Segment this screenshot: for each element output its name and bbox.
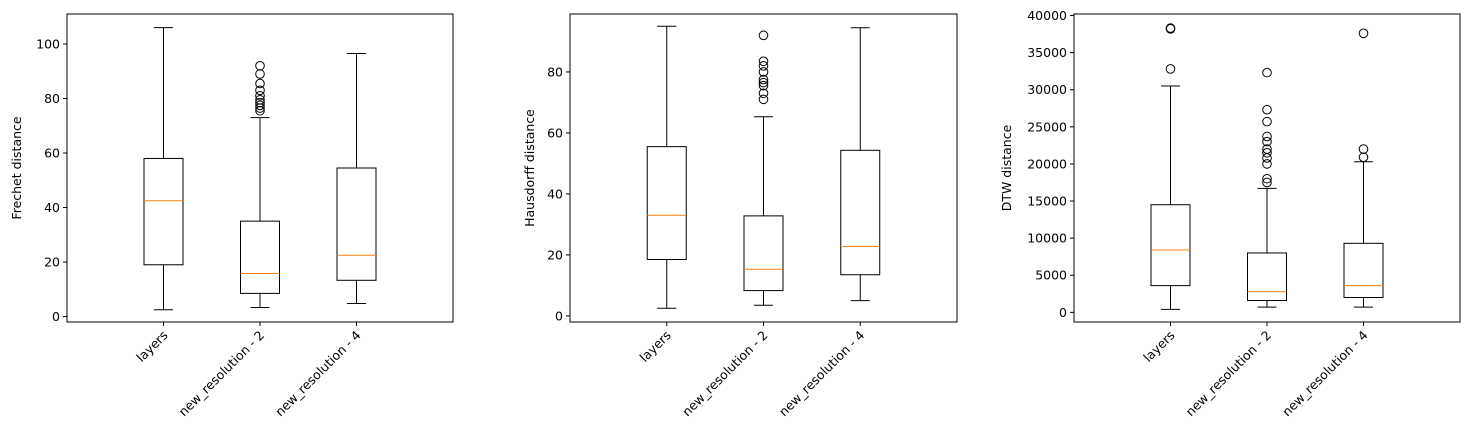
- outlier-point: [255, 69, 265, 79]
- outlier-point: [1358, 152, 1369, 163]
- y-tick-label: 35000: [1027, 45, 1067, 60]
- box-3: [840, 27, 881, 302]
- outlier-point: [1262, 104, 1272, 115]
- y-tick-label: 40000: [1027, 8, 1067, 23]
- outlier-point: [758, 61, 769, 71]
- y-tick-label: 80: [547, 64, 563, 79]
- y-tick-label: 100: [36, 36, 60, 51]
- y-axis-label: DTW distance: [999, 124, 1014, 211]
- box-iqr: [743, 215, 784, 292]
- outlier-point: [758, 94, 769, 105]
- y-tick-label: 20: [547, 247, 563, 262]
- outlier-point: [1262, 173, 1272, 184]
- box-1: [1150, 23, 1191, 310]
- outlier-point: [1262, 144, 1272, 154]
- x-tick-label: new_resolution - 2: [176, 328, 268, 420]
- x-tick-label: layers: [636, 328, 673, 365]
- box-2: [1247, 67, 1287, 308]
- outlier-point: [758, 67, 769, 77]
- outlier-point: [1262, 153, 1272, 163]
- box-iqr: [143, 157, 184, 266]
- outlier-point: [1262, 116, 1272, 127]
- outlier-point: [255, 85, 265, 96]
- outlier-point: [758, 80, 769, 91]
- outlier-point: [1262, 177, 1272, 188]
- y-tick-label: 25000: [1027, 119, 1067, 134]
- box-iqr: [240, 220, 280, 294]
- y-tick-label: 0: [555, 308, 563, 323]
- outlier-point: [758, 88, 769, 99]
- x-tick-label: new_resolution - 4: [776, 327, 868, 419]
- y-tick-label: 0: [52, 309, 60, 324]
- y-tick-label: 10000: [1027, 231, 1067, 246]
- x-tick-label: layers: [133, 328, 170, 365]
- outlier-point: [1262, 147, 1272, 158]
- box-2: [240, 60, 280, 309]
- outlier-point: [758, 77, 769, 88]
- x-tick-label: layers: [1140, 328, 1177, 365]
- x-tick-label: new_resolution - 4: [1279, 327, 1371, 419]
- box-iqr: [336, 167, 377, 281]
- y-tick-label: 20: [44, 255, 60, 270]
- y-tick-label: 40: [547, 186, 563, 201]
- box-iqr: [840, 149, 881, 276]
- outlier-point: [255, 97, 265, 108]
- outlier-point: [758, 56, 769, 67]
- y-tick-label: 60: [547, 125, 563, 140]
- outlier-point: [1358, 144, 1369, 154]
- outlier-point: [758, 74, 769, 85]
- x-tick-label: new_resolution - 2: [1183, 328, 1275, 420]
- outlier-point: [255, 78, 265, 89]
- outlier-point: [758, 30, 769, 41]
- outlier-point: [1358, 28, 1369, 39]
- y-axis-label: Hausdorff distance: [522, 109, 537, 227]
- outlier-point: [1165, 24, 1176, 34]
- box-iqr: [1343, 242, 1384, 299]
- outlier-point: [1165, 64, 1176, 74]
- x-tick-label: new_resolution - 2: [679, 328, 771, 420]
- y-tick-label: 0: [1059, 305, 1067, 320]
- box-2: [743, 30, 784, 306]
- outlier-point: [255, 90, 265, 101]
- y-tick-label: 5000: [1035, 268, 1067, 283]
- outlier-point: [1262, 131, 1272, 142]
- y-tick-label: 20000: [1027, 156, 1067, 171]
- outlier-point: [255, 60, 265, 71]
- box-3: [336, 53, 377, 304]
- box-1: [646, 25, 687, 309]
- x-tick-label: new_resolution - 4: [272, 327, 364, 419]
- outlier-point: [1165, 23, 1176, 33]
- y-tick-label: 15000: [1027, 194, 1067, 209]
- outlier-point: [1262, 159, 1272, 169]
- outlier-point: [1262, 67, 1272, 78]
- y-tick-label: 80: [44, 91, 60, 106]
- chart-panel-3: 0 5000 10000 15000 20000 25000 30000 35000 40000…: [999, 8, 1461, 420]
- outlier-point: [255, 100, 265, 111]
- y-axis-label: Frechet distance: [9, 116, 24, 219]
- y-tick-label: 30000: [1027, 82, 1067, 97]
- box-iqr: [1247, 252, 1287, 301]
- y-tick-label: 40: [44, 200, 60, 215]
- y-tick-label: 60: [44, 146, 60, 161]
- box-1: [143, 27, 184, 311]
- outlier-point: [1262, 136, 1272, 147]
- box-iqr: [646, 146, 687, 260]
- box-3: [1343, 28, 1384, 308]
- box-iqr: [1150, 204, 1191, 287]
- outlier-point: [255, 95, 265, 105]
